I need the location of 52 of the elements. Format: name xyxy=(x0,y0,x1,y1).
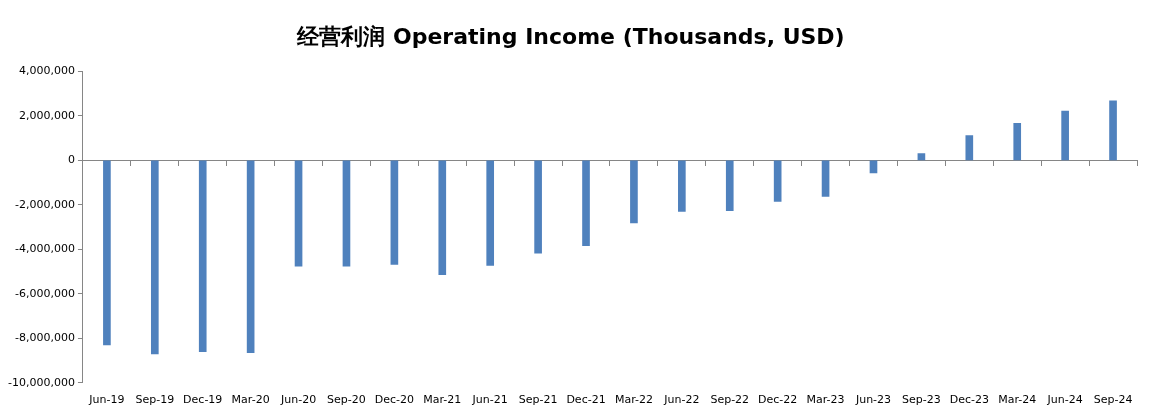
x-tick-label: Dec-21 xyxy=(566,393,606,407)
bar xyxy=(630,160,638,224)
y-tick-label: -2,000,000 xyxy=(15,197,75,211)
x-tick-label: Jun-19 xyxy=(88,393,125,407)
x-tick-label: Jun-22 xyxy=(663,393,700,407)
y-tick-label: 4,000,000 xyxy=(18,64,75,78)
x-tick-label: Sep-19 xyxy=(135,393,175,407)
bar xyxy=(725,160,734,211)
x-tick-label: Sep-20 xyxy=(327,393,366,407)
bar xyxy=(390,160,399,265)
x-tick-label: Sep-22 xyxy=(710,393,750,407)
y-tick-label: -4,000,000 xyxy=(15,242,75,256)
x-tick-label: Mar-24 xyxy=(998,393,1037,407)
x-tick-label: Jun-23 xyxy=(854,393,892,407)
bar xyxy=(773,160,782,202)
bar xyxy=(1109,100,1117,161)
bar xyxy=(965,135,974,161)
x-tick-label: Jun-21 xyxy=(471,393,508,407)
x-tick-label: Dec-19 xyxy=(183,393,223,407)
x-tick-label: Dec-20 xyxy=(374,393,415,407)
x-tick-label: Mar-20 xyxy=(231,393,270,407)
bar xyxy=(150,160,159,355)
y-tick-label: 0 xyxy=(67,153,75,167)
x-tick-label: Mar-22 xyxy=(614,393,653,407)
bar xyxy=(1061,110,1069,161)
bar xyxy=(438,160,447,276)
bar xyxy=(103,160,111,346)
bar xyxy=(294,160,303,267)
x-tick-label: Dec-22 xyxy=(758,393,798,407)
bar xyxy=(821,160,830,197)
x-tick-label: Jun-20 xyxy=(279,393,317,407)
bar xyxy=(486,160,495,266)
y-tick-label: 2,000,000 xyxy=(18,108,75,122)
bar xyxy=(534,160,542,254)
bar xyxy=(582,160,590,246)
y-tick-label: -6,000,000 xyxy=(15,286,75,300)
x-tick-label: Sep-24 xyxy=(1093,393,1133,407)
bar xyxy=(917,153,926,161)
y-tick-label: -10,000,000 xyxy=(8,375,75,389)
bar xyxy=(678,160,686,212)
x-tick-label: Dec-23 xyxy=(949,393,989,407)
x-tick-label: Sep-23 xyxy=(902,393,941,407)
chart-title: 经营利润 Operating Income (Thousands, USD) xyxy=(296,23,845,49)
bar xyxy=(198,160,207,352)
x-tick-label: Mar-23 xyxy=(806,393,845,407)
x-tick-label: Sep-21 xyxy=(518,393,558,407)
bar xyxy=(342,160,351,267)
bar xyxy=(1013,122,1022,161)
x-tick-label: Jun-24 xyxy=(1046,393,1083,407)
x-tick-label: Mar-21 xyxy=(423,393,462,407)
bar xyxy=(246,160,255,354)
y-tick-label: -8,000,000 xyxy=(15,331,75,345)
